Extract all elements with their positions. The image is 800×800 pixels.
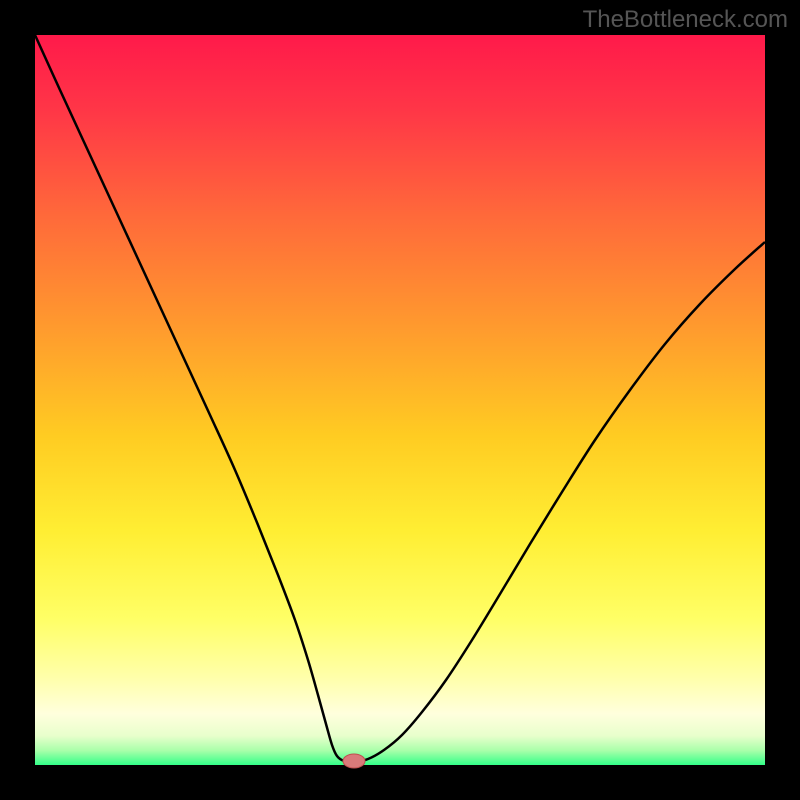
watermark-text: TheBottleneck.com bbox=[583, 6, 788, 34]
chart-svg bbox=[0, 0, 800, 800]
optimum-marker bbox=[343, 754, 365, 768]
chart-container: TheBottleneck.com bbox=[0, 0, 800, 800]
plot-background bbox=[35, 35, 765, 765]
